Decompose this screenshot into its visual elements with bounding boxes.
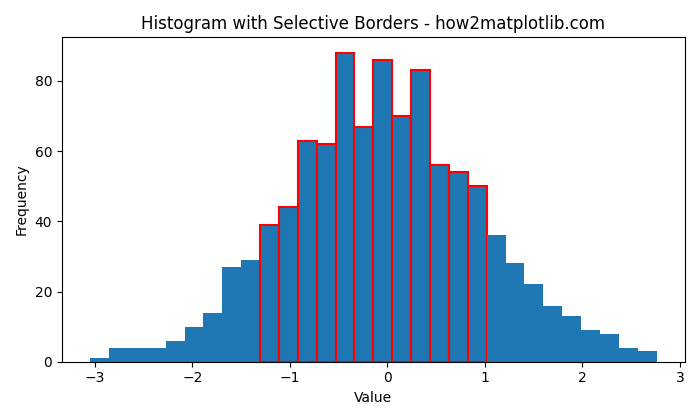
- Bar: [373, 60, 392, 362]
- Y-axis label: Frequency: Frequency: [15, 164, 29, 235]
- Bar: [279, 207, 298, 362]
- Bar: [581, 330, 600, 362]
- Bar: [223, 267, 241, 362]
- Bar: [260, 225, 279, 362]
- Bar: [298, 141, 316, 362]
- Bar: [505, 263, 524, 362]
- Bar: [619, 348, 638, 362]
- Bar: [354, 126, 373, 362]
- Bar: [166, 341, 185, 362]
- Bar: [109, 348, 128, 362]
- Bar: [90, 358, 109, 362]
- Bar: [392, 116, 411, 362]
- Bar: [335, 53, 354, 362]
- Bar: [562, 316, 581, 362]
- Bar: [543, 306, 562, 362]
- Bar: [468, 186, 486, 362]
- Bar: [430, 165, 449, 362]
- Bar: [128, 348, 147, 362]
- Bar: [486, 235, 505, 362]
- Bar: [638, 351, 657, 362]
- Bar: [524, 284, 543, 362]
- Bar: [241, 260, 260, 362]
- Bar: [316, 144, 335, 362]
- Bar: [185, 327, 204, 362]
- Bar: [147, 348, 166, 362]
- Bar: [600, 333, 619, 362]
- Bar: [204, 312, 223, 362]
- Bar: [411, 70, 430, 362]
- Bar: [449, 172, 468, 362]
- X-axis label: Value: Value: [354, 391, 393, 405]
- Title: Histogram with Selective Borders - how2matplotlib.com: Histogram with Selective Borders - how2m…: [141, 15, 606, 33]
